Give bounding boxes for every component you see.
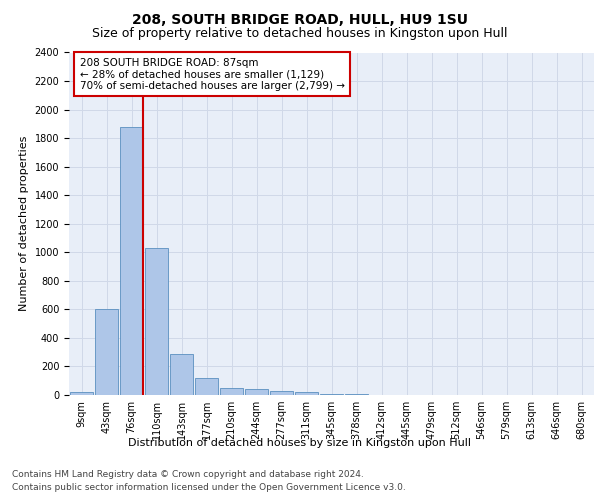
Y-axis label: Number of detached properties: Number of detached properties (19, 136, 29, 312)
Bar (345, 394, 368, 395)
Bar (95, 310, 118, 395)
Bar (295, 392, 318, 395)
Bar (170, 354, 193, 395)
Text: Size of property relative to detached houses in Kingston upon Hull: Size of property relative to detached ho… (92, 28, 508, 40)
Text: Distribution of detached houses by size in Kingston upon Hull: Distribution of detached houses by size … (128, 438, 472, 448)
Bar (120, 126, 143, 395)
Text: 208 SOUTH BRIDGE ROAD: 87sqm
← 28% of detached houses are smaller (1,129)
70% of: 208 SOUTH BRIDGE ROAD: 87sqm ← 28% of de… (79, 58, 344, 91)
Text: Contains HM Land Registry data © Crown copyright and database right 2024.: Contains HM Land Registry data © Crown c… (12, 470, 364, 479)
Bar (245, 388, 268, 395)
Bar (145, 248, 168, 395)
Text: Contains public sector information licensed under the Open Government Licence v3: Contains public sector information licen… (12, 482, 406, 492)
Bar (270, 392, 293, 395)
Bar (220, 388, 243, 395)
Bar (195, 378, 218, 395)
Text: 208, SOUTH BRIDGE ROAD, HULL, HU9 1SU: 208, SOUTH BRIDGE ROAD, HULL, HU9 1SU (132, 12, 468, 26)
Bar (320, 394, 343, 395)
Bar (70, 392, 93, 395)
